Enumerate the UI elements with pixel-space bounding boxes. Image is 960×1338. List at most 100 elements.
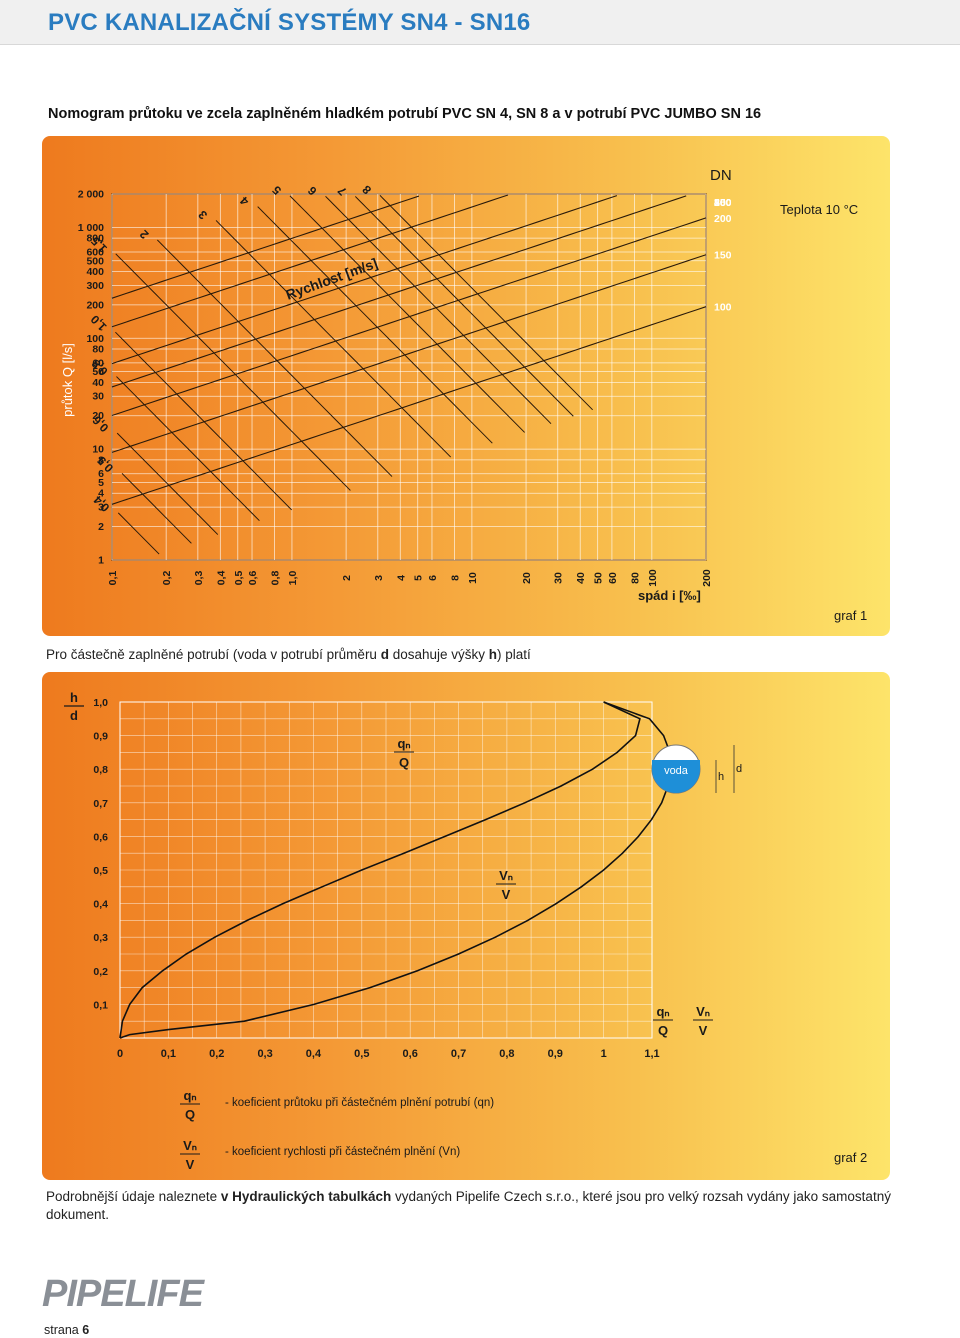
x-tick-label: 100 <box>647 569 659 587</box>
page-label: strana <box>44 1323 79 1337</box>
graph2-label: graf 2 <box>834 1150 867 1165</box>
diameter-line <box>111 194 509 328</box>
velocity-line <box>289 195 525 433</box>
y-tick-label: 40 <box>92 377 104 389</box>
page-header-title: PVC KANALIZAČNÍ SYSTÉMY SN4 - SN16 <box>48 9 531 36</box>
partial-fill-intro: Pro částečně zaplněné potrubí (voda v po… <box>46 647 531 662</box>
y-tick-label: 5 <box>98 477 104 489</box>
y-tick-label: 0,8 <box>93 764 108 776</box>
velocity-label: 5 <box>269 183 284 198</box>
y-tick-label: 6 <box>98 468 104 480</box>
page-number-value: 6 <box>82 1323 90 1337</box>
x-tick-label: 0,8 <box>499 1048 514 1060</box>
x-tick-label: 10 <box>467 572 479 584</box>
velocity-line <box>116 376 260 522</box>
x-tick-label: 4 <box>395 575 407 581</box>
velocity-label: 0,4 <box>90 493 112 515</box>
diameter-line <box>111 217 707 417</box>
x-tick-label: 0,3 <box>193 571 205 586</box>
y-tick-label: 1 000 <box>78 222 104 234</box>
qn-axis-label-top: qₙ <box>656 1004 669 1019</box>
x-tick-label: 0,2 <box>209 1048 224 1060</box>
partial-fill-panel <box>42 672 890 1180</box>
x-tick-label: 0,3 <box>257 1048 272 1060</box>
x-tick-label: 0,6 <box>403 1048 418 1060</box>
x-axis-label: spád i [‰] <box>638 588 701 603</box>
footer-note: Podrobnější údaje naleznete v Hydraulick… <box>46 1188 906 1224</box>
x-tick-label: 0,7 <box>451 1048 466 1060</box>
x-tick-label: 2 <box>341 575 353 581</box>
y-tick-label: 0,5 <box>93 865 108 877</box>
header-bar: PVC KANALIZAČNÍ SYSTÉMY SN4 - SN16 <box>0 0 960 45</box>
x-tick-label: 20 <box>521 572 533 584</box>
y-tick-label: 3 <box>98 502 104 514</box>
y-tick-label: 0,2 <box>93 966 108 978</box>
velocity-label: 8 <box>359 182 374 197</box>
y-tick-label: 0,7 <box>93 798 108 810</box>
diameter-line <box>111 195 687 388</box>
y-tick-label: 0,9 <box>93 731 108 743</box>
y-tick-label: 10 <box>92 444 104 456</box>
intro-text-1: Pro částečně zaplněné potrubí (voda v po… <box>46 647 381 662</box>
x-tick-label: 0,1 <box>107 571 119 586</box>
y-axis-label: průtok Q [l/s] <box>60 343 75 417</box>
dn-label: 300 <box>714 197 732 209</box>
x-tick-label: 0,4 <box>215 571 227 586</box>
y-tick-label: 30 <box>92 391 104 403</box>
y-tick-label: 0,3 <box>93 932 108 944</box>
legend-vn-top: Vₙ <box>183 1138 197 1153</box>
y-tick-label: 300 <box>86 280 104 292</box>
qn-label-bottom: Q <box>399 755 409 770</box>
partial-fill-chart: 0 0,1 0,2 0,3 0,4 0,5 0,6 0,7 0,8 0,9 1 1,1 1,0 0,9 0,… <box>64 690 867 1172</box>
qn-axis-label-bottom: Q <box>658 1023 668 1038</box>
velocity-line <box>354 196 574 417</box>
intro-text-2: dosahuje výšky <box>388 647 489 662</box>
legend-qn-bottom: Q <box>185 1107 195 1122</box>
y-tick-label: 1 <box>98 555 104 567</box>
x-tick-label: 0,4 <box>306 1048 322 1060</box>
section-title: Nomogram průtoku ve zcela zaplněném hlad… <box>48 106 762 122</box>
y-tick-label: 4 <box>98 488 104 500</box>
vn-label-top: Vₙ <box>499 868 513 883</box>
velocity-label: 1,0 <box>88 312 110 334</box>
velocity-line <box>115 331 293 511</box>
x-tick-label: 30 <box>553 572 565 584</box>
x-tick-label: 3 <box>373 575 385 581</box>
intro-h: h <box>488 647 498 662</box>
dn-label: 100 <box>714 302 732 314</box>
x-tick-label: 1 <box>601 1048 607 1060</box>
footer-link-text: v Hydraulických tabulkách <box>220 1189 392 1204</box>
velocity-line <box>117 512 160 555</box>
x-tick-label: 200 <box>701 569 713 587</box>
y-tick-label: 600 <box>86 246 104 258</box>
y-tick-label: 50 <box>92 366 104 378</box>
x-tick-label: 1,1 <box>644 1048 659 1060</box>
dn-label: 400 <box>714 197 732 209</box>
velocity-label: 6 <box>305 183 320 198</box>
y-tick-label: 80 <box>92 343 104 355</box>
y-tick-label: 0,6 <box>93 831 108 843</box>
qn-curve <box>119 701 641 1039</box>
qn-label-top: qₙ <box>397 736 410 751</box>
x-tick-label: 0,9 <box>548 1048 563 1060</box>
x-tick-label: 0,2 <box>161 571 173 586</box>
water-surface <box>652 760 700 769</box>
x-tick-label: 50 <box>593 572 605 584</box>
velocity-line <box>121 473 192 544</box>
nomogram-chart: 0,1 0,2 0,3 0,4 0,5 0,6 0,8 1,0 2 3 4 5 6 8 10 20 30 40 50… <box>60 167 867 623</box>
y-label-h: h <box>70 690 78 705</box>
x-tick-label: 0,1 <box>161 1048 176 1060</box>
dn-label: 200 <box>714 213 732 225</box>
y-tick-label: 500 <box>86 255 104 267</box>
y-tick-label: 2 000 <box>78 189 104 201</box>
x-tick-label: 8 <box>449 575 461 581</box>
x-tick-label: 80 <box>629 572 641 584</box>
diameter-line <box>111 254 707 453</box>
y-tick-label: 0,4 <box>93 899 108 911</box>
inset-d-label: d <box>736 763 742 775</box>
y-tick-label: 8 <box>98 454 104 466</box>
x-tick-label: 5 <box>413 575 425 581</box>
y-tick-label: 400 <box>86 266 104 278</box>
vn-axis-label-bottom: V <box>699 1023 708 1038</box>
velocity-line <box>116 432 219 535</box>
